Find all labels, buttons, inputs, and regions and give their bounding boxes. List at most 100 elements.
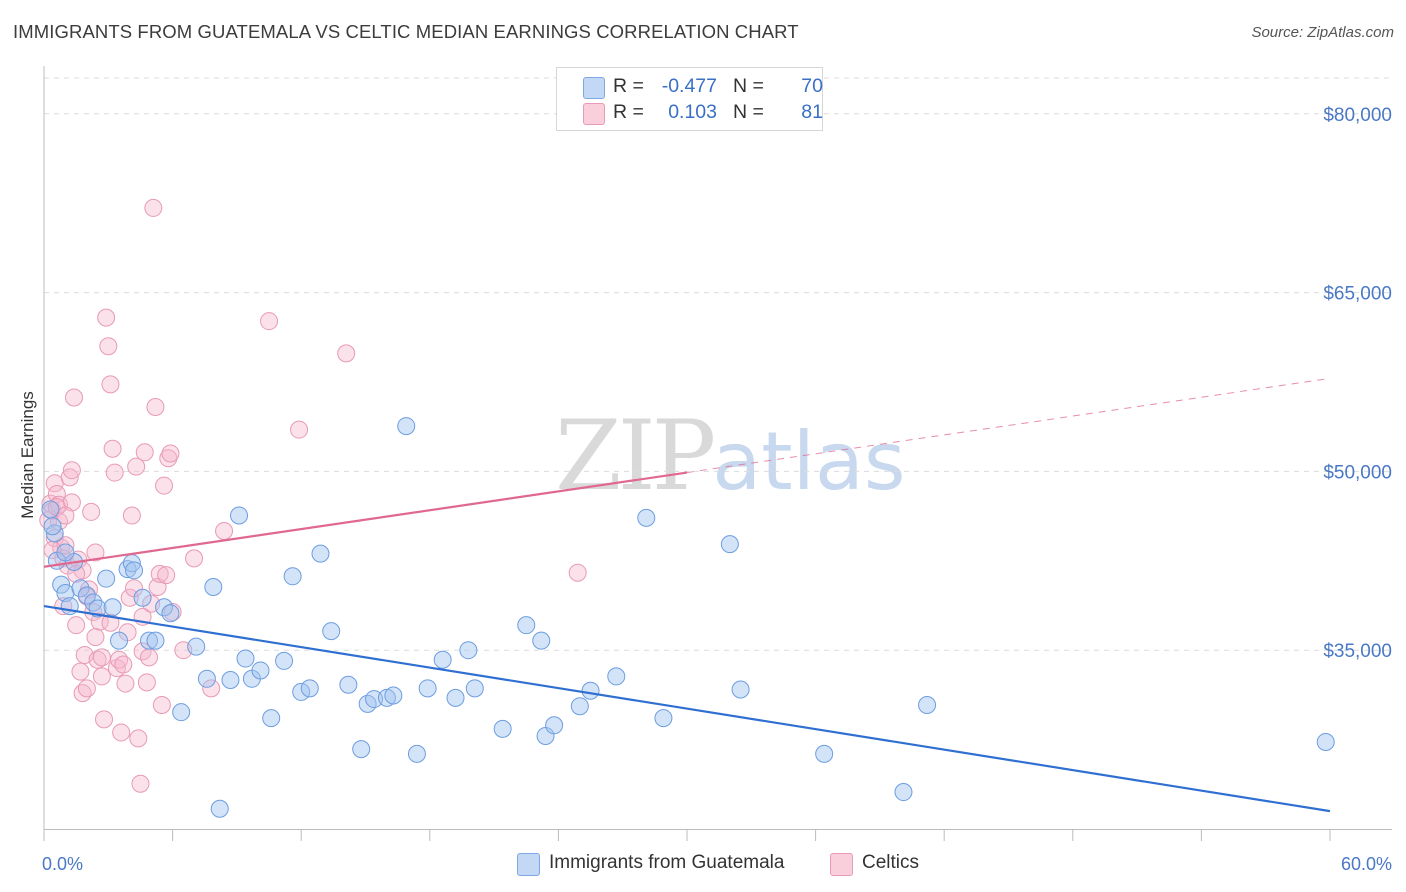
guatemala-point (230, 506, 249, 525)
correlation-legend: R = -0.477 N = 70 R = 0.103 N = 81 (556, 67, 823, 131)
guatemala-point (581, 681, 600, 700)
guatemala-point (52, 575, 71, 594)
guatemala-point (731, 680, 750, 699)
guatemala-point (365, 690, 384, 709)
celtics-point (127, 457, 146, 476)
guatemala-point (358, 694, 377, 713)
celtics-point (568, 563, 587, 582)
celtics-point (67, 564, 86, 583)
celtics-points (39, 198, 587, 793)
guatemala-point (545, 716, 564, 735)
guatemala-point (322, 622, 341, 641)
guatemala-point (88, 599, 107, 618)
guatemala-point (161, 604, 180, 623)
guatemala-point (607, 667, 626, 686)
legend-n-value: 70 (801, 75, 823, 97)
legend-r-value: -0.477 (661, 75, 717, 97)
x-tick-label: 60.0% (1341, 854, 1392, 874)
celtics-point (161, 444, 180, 463)
guatemala-points (41, 417, 1335, 818)
guatemala-point (532, 631, 551, 650)
celtics-trend-extension (686, 377, 1331, 474)
series-swatch-guatemala (517, 853, 540, 876)
celtics-point (185, 549, 204, 568)
guatemala-point (283, 567, 302, 586)
guatemala-point (251, 661, 270, 680)
chart-title: IMMIGRANTS FROM GUATEMALA VS CELTIC MEDI… (13, 21, 799, 42)
guatemala-point (894, 783, 913, 802)
celtics-point (62, 461, 81, 480)
series-legend: Immigrants from Guatemala Celtics (0, 852, 1406, 878)
trend-lines (43, 377, 1331, 813)
celtics-point (82, 502, 101, 521)
celtics-point (155, 476, 174, 495)
guatemala-point (187, 637, 206, 656)
guatemala-point (140, 631, 159, 650)
guatemala-point (1316, 732, 1335, 751)
celtics-point (122, 506, 141, 525)
celtics-point (60, 468, 79, 487)
guatemala-point (133, 588, 152, 607)
y-tick-label: $80,000 (1323, 105, 1392, 126)
guatemala-point (637, 508, 656, 527)
celtics-trend-line (43, 471, 688, 568)
axis-labels: $35,000 $50,000 $65,000 $80,000 0.0% 60.0% Med… (18, 105, 1392, 874)
guatemala-point (433, 650, 452, 669)
celtics-point (157, 566, 176, 585)
guatemala-point (397, 417, 416, 436)
celtics-point (150, 564, 169, 583)
guatemala-point (236, 649, 255, 668)
celtics-point (105, 463, 124, 482)
guatemala-point (517, 616, 536, 635)
celtics-point (116, 674, 135, 693)
guatemala-point (146, 631, 165, 650)
celtics-point (337, 344, 356, 363)
legend-n-label: N = (733, 75, 764, 97)
guatemala-point (418, 679, 437, 698)
guatemala-point (459, 641, 478, 660)
guatemala-point (465, 679, 484, 698)
celtics-point (131, 774, 150, 793)
celtics-point (101, 613, 120, 632)
guatemala-point (56, 543, 75, 562)
celtics-point (114, 655, 133, 674)
guatemala-point (172, 703, 191, 722)
guatemala-point (918, 696, 937, 715)
celtics-point (77, 679, 96, 698)
guatemala-point (204, 578, 223, 597)
legend-n-value: 81 (801, 101, 823, 123)
guatemala-point (446, 688, 465, 707)
series-label-guatemala: Immigrants from Guatemala (549, 852, 785, 873)
guatemala-point (41, 500, 60, 519)
legend-r-label: R = (613, 75, 644, 97)
y-tick-label: $50,000 (1323, 462, 1392, 483)
celtics-point (101, 375, 120, 394)
guatemala-point (384, 686, 403, 705)
guatemala-point (352, 740, 371, 759)
guatemala-point (275, 651, 294, 670)
legend-r-label: R = (613, 101, 644, 123)
celtics-point (86, 543, 105, 562)
guatemala-point (407, 744, 426, 763)
grid-lines (44, 77, 1392, 651)
celtics-point (47, 485, 66, 504)
celtics-point (95, 710, 114, 729)
celtics-point (140, 648, 159, 667)
celtics-point (137, 673, 156, 692)
watermark-atlas: atlas (712, 415, 906, 508)
guatemala-point (43, 517, 62, 536)
celtics-point (45, 529, 64, 548)
celtics-point (215, 521, 234, 540)
celtics-point (129, 729, 148, 748)
guatemala-point (815, 744, 834, 763)
celtics-point (92, 648, 111, 667)
guatemala-point (570, 697, 589, 716)
guatemala-point (97, 569, 116, 588)
legend-swatch-celtics (583, 103, 605, 125)
guatemala-point (210, 799, 229, 818)
celtics-point (135, 443, 154, 462)
celtics-point (144, 198, 163, 217)
guatemala-point (110, 631, 129, 650)
celtics-point (120, 588, 139, 607)
